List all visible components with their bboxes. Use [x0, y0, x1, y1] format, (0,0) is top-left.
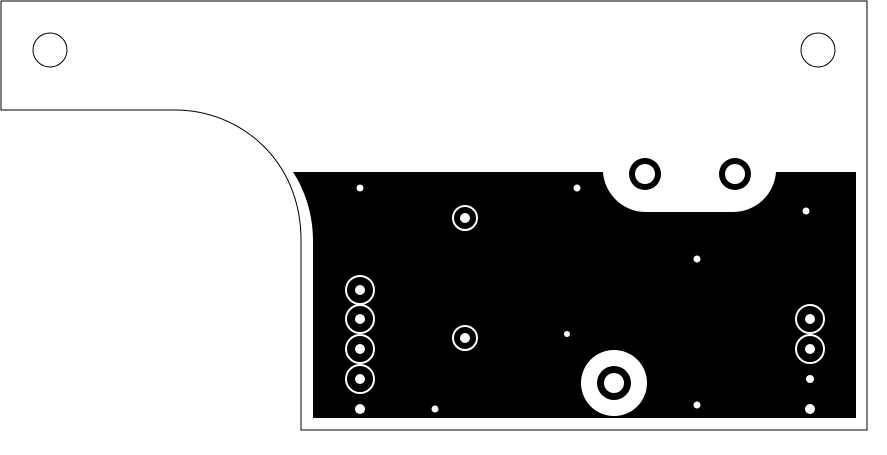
- via: [573, 184, 581, 192]
- via: [805, 404, 815, 414]
- ring-pad: [452, 205, 478, 231]
- via: [356, 184, 364, 192]
- via: [693, 401, 701, 409]
- ring-pad: [452, 325, 478, 351]
- ring-pad: [345, 334, 375, 364]
- mounting-hole-left: [32, 32, 68, 68]
- via: [431, 405, 439, 413]
- copper-pour: [293, 172, 856, 418]
- ring-pad: [345, 275, 375, 305]
- ring-pad: [345, 364, 375, 394]
- via: [806, 375, 814, 383]
- ring-pad: [345, 304, 375, 334]
- mounting-hole-right: [800, 32, 836, 68]
- top-pad-pair: [629, 158, 751, 190]
- vias: [355, 184, 815, 414]
- right-pad-column: [795, 304, 825, 364]
- pad-top-2-hole: [725, 164, 745, 184]
- ring-pad: [795, 304, 825, 334]
- via: [802, 207, 810, 215]
- large-pad: [581, 350, 647, 416]
- large-pad-hole: [604, 373, 624, 393]
- left-pad-column: [345, 275, 375, 394]
- via: [355, 404, 365, 414]
- middle-pads: [452, 205, 478, 351]
- pad-top-1-hole: [635, 164, 655, 184]
- via: [693, 255, 701, 263]
- ring-pad: [795, 334, 825, 364]
- via: [564, 331, 570, 337]
